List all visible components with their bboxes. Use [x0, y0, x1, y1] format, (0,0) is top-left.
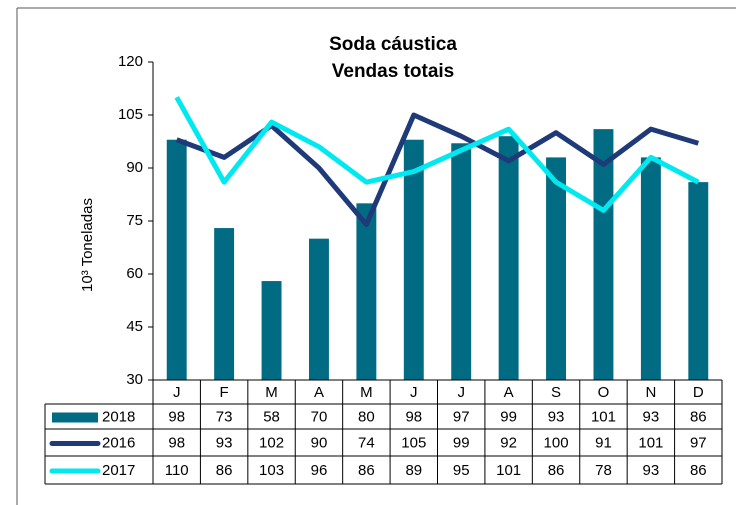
table-value: 97 [690, 434, 707, 451]
table-value: 89 [405, 462, 422, 479]
table-value: 92 [500, 434, 517, 451]
x-tick-label: J [457, 384, 465, 401]
table-value: 86 [216, 462, 233, 479]
x-tick-label: O [598, 384, 610, 401]
table-value: 98 [405, 408, 422, 425]
chart-title: Soda cáustica [329, 34, 457, 55]
table-value: 97 [453, 408, 470, 425]
table-value: 100 [544, 434, 569, 451]
table-value: 86 [690, 462, 707, 479]
x-tick-label: J [173, 384, 181, 401]
table-value: 101 [591, 408, 616, 425]
legend-label: 2016 [102, 434, 135, 451]
table-value: 86 [358, 462, 375, 479]
table-value: 93 [643, 408, 660, 425]
table-value: 93 [548, 408, 565, 425]
table-value: 91 [595, 434, 612, 451]
bar [688, 182, 709, 380]
y-tick-label: 120 [118, 53, 143, 70]
x-tick-label: J [410, 384, 418, 401]
table-value: 96 [311, 462, 328, 479]
table-value: 98 [168, 434, 185, 451]
x-tick-label: N [645, 384, 656, 401]
bar [498, 136, 519, 380]
table-value: 102 [259, 434, 284, 451]
bar [214, 228, 235, 380]
table-value: 86 [690, 408, 707, 425]
table-value: 73 [216, 408, 233, 425]
x-tick-label: D [693, 384, 704, 401]
table-value: 93 [643, 462, 660, 479]
y-tick-label: 30 [126, 371, 143, 388]
table-value: 103 [259, 462, 284, 479]
table-value: 98 [168, 408, 185, 425]
table-value: 110 [165, 462, 189, 479]
table-value: 86 [548, 462, 565, 479]
chart-subtitle: Vendas totais [332, 61, 455, 82]
y-tick-label: 60 [126, 265, 143, 282]
bar [356, 203, 377, 380]
y-tick-label: 45 [126, 318, 143, 335]
x-tick-label: M [360, 384, 373, 401]
x-tick-label: A [314, 384, 324, 401]
x-tick-label: S [551, 384, 561, 401]
legend-label: 2018 [102, 408, 135, 425]
table-value: 74 [358, 434, 375, 451]
table-value: 95 [453, 462, 470, 479]
table-value: 93 [216, 434, 233, 451]
legend-label: 2017 [102, 462, 135, 479]
legend-swatch [52, 412, 98, 423]
table-value: 80 [358, 408, 375, 425]
bar [451, 143, 472, 380]
x-tick-label: F [220, 384, 229, 401]
table-value: 70 [311, 408, 328, 425]
y-tick-label: 75 [126, 212, 143, 229]
bar [309, 238, 329, 380]
y-tick-label: 90 [126, 159, 143, 176]
y-tick-label: 105 [118, 106, 143, 123]
table-value: 101 [496, 462, 521, 479]
table-value: 99 [500, 408, 517, 425]
table-value: 78 [595, 462, 612, 479]
x-tick-label: A [504, 384, 514, 401]
table-value: 99 [453, 434, 470, 451]
bar [593, 129, 614, 380]
table-value: 58 [263, 408, 280, 425]
table-value: 90 [311, 434, 328, 451]
line [174, 96, 700, 213]
y-axis-label: 10³ Toneladas [79, 198, 96, 292]
x-tick-label: M [265, 384, 278, 401]
table-value: 105 [401, 434, 426, 451]
bar [546, 157, 566, 380]
bar [640, 157, 661, 380]
bar [261, 281, 282, 380]
line [175, 112, 700, 228]
table-value: 101 [638, 434, 663, 451]
bar [166, 139, 187, 380]
bar [403, 139, 424, 380]
